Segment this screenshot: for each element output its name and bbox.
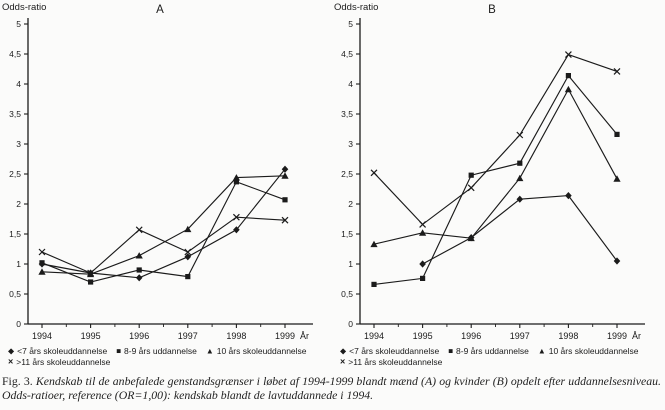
svg-text:0,5: 0,5: [9, 289, 21, 299]
svg-text:1999: 1999: [607, 331, 627, 341]
legend-item-over11: × >11 års skoleuddannelse: [8, 356, 111, 368]
svg-text:5: 5: [16, 19, 21, 29]
legend-label: 10 års skoleuddannelse: [216, 346, 307, 356]
svg-text:Odds-ratio: Odds-ratio: [334, 2, 378, 13]
svg-text:Odds-ratio: Odds-ratio: [2, 2, 46, 13]
chart-row: Odds-ratio A 0 0,5 1 1,5 2 2,5 3 3,5 4 4,5 5 1994 1995…: [0, 0, 664, 368]
svg-text:1997: 1997: [510, 331, 530, 341]
legend-row-1: ◆ <7 års skoleuddannelse ■ 8-9 års uddannel…: [340, 346, 664, 357]
legend-row-2: × >11 års skoleuddannelse: [340, 357, 664, 368]
legend-item-under7: ◆ <7 års skoleuddannelse: [8, 346, 107, 356]
svg-text:4,5: 4,5: [341, 49, 353, 59]
svg-text:3: 3: [348, 139, 353, 149]
legend-label: 8-9 års uddannelse: [456, 346, 529, 356]
svg-text:1996: 1996: [129, 331, 149, 341]
legend-label: <7 års skoleuddannelse: [349, 346, 440, 356]
legend-b: ◆ <7 års skoleuddannelse ■ 8-9 års uddannel…: [332, 344, 664, 368]
triangle-marker-icon: ▲: [205, 346, 214, 356]
legend-label: >11 års skoleuddannelse: [16, 357, 111, 367]
legend-item-10: ▲ 10 års skoleuddannelse: [538, 346, 639, 356]
svg-text:3: 3: [16, 139, 21, 149]
legend-label: >11 års skoleuddannelse: [348, 357, 443, 367]
legend-item-8-9: ■ 8-9 års uddannelse: [116, 346, 197, 356]
svg-text:1994: 1994: [32, 331, 52, 341]
figure-caption-text: Kendskab til de anbefalede genstandsgræn…: [2, 374, 662, 403]
svg-text:4: 4: [16, 79, 21, 89]
svg-text:5: 5: [348, 19, 353, 29]
svg-text:3,5: 3,5: [341, 109, 353, 119]
svg-text:1997: 1997: [178, 331, 198, 341]
svg-text:1996: 1996: [461, 331, 481, 341]
legend-label: <7 års skoleuddannelse: [17, 346, 108, 356]
svg-text:1,5: 1,5: [9, 229, 21, 239]
x-marker-icon: ×: [8, 356, 14, 367]
svg-text:1: 1: [348, 259, 353, 269]
square-marker-icon: ■: [448, 346, 454, 356]
svg-text:3,5: 3,5: [9, 109, 21, 119]
svg-text:År: År: [300, 331, 309, 341]
svg-text:1995: 1995: [81, 331, 101, 341]
svg-text:0,5: 0,5: [341, 289, 353, 299]
legend-a: ◆ <7 års skoleuddannelse ■ 8-9 års uddannel…: [0, 344, 332, 368]
svg-text:1: 1: [16, 259, 21, 269]
legend-item-over11: × >11 års skoleuddannelse: [340, 356, 443, 368]
figure-label: Fig. 3.: [2, 374, 33, 389]
svg-text:1994: 1994: [364, 331, 384, 341]
panel-b: Odds-ratio B 0 0,5 1 1,5 2 2,5 3 3,5 4 4,5 5 1994 1995…: [332, 0, 664, 368]
svg-text:0: 0: [16, 319, 21, 329]
chart-b-plot: Odds-ratio B 0 0,5 1 1,5 2 2,5 3 3,5 4 4,5 5 1994 1995…: [334, 2, 645, 341]
svg-text:1999: 1999: [275, 331, 295, 341]
legend-item-10: ▲ 10 års skoleuddannelse: [206, 346, 307, 356]
svg-text:4,5: 4,5: [9, 49, 21, 59]
square-marker-icon: ■: [116, 346, 122, 356]
x-marker-icon: ×: [340, 356, 346, 367]
svg-text:2,5: 2,5: [341, 169, 353, 179]
triangle-marker-icon: ▲: [537, 346, 546, 356]
figure-caption: Fig. 3. Kendskab til de anbefalede genst…: [2, 374, 662, 403]
diamond-marker-icon: ◆: [8, 346, 15, 356]
legend-item-8-9: ■ 8-9 års uddannelse: [448, 346, 529, 356]
chart-a-plot: Odds-ratio A 0 0,5 1 1,5 2 2,5 3 3,5 4 4,5 5 1994 1995…: [2, 2, 313, 341]
svg-text:0: 0: [348, 319, 353, 329]
svg-text:2,5: 2,5: [9, 169, 21, 179]
diamond-marker-icon: ◆: [340, 346, 347, 356]
legend-row-2: × >11 års skoleuddannelse: [8, 357, 332, 368]
svg-text:1998: 1998: [226, 331, 246, 341]
panel-a: Odds-ratio A 0 0,5 1 1,5 2 2,5 3 3,5 4 4,5 5 1994 1995…: [0, 0, 332, 368]
svg-text:År: År: [632, 331, 641, 341]
legend-label: 8-9 års uddannelse: [124, 346, 197, 356]
svg-text:1,5: 1,5: [341, 229, 353, 239]
legend-item-under7: ◆ <7 års skoleuddannelse: [340, 346, 439, 356]
svg-text:1995: 1995: [413, 331, 433, 341]
svg-text:2: 2: [348, 199, 353, 209]
svg-text:A: A: [156, 4, 164, 16]
svg-text:1998: 1998: [558, 331, 578, 341]
legend-row-1: ◆ <7 års skoleuddannelse ■ 8-9 års uddannel…: [8, 346, 332, 357]
svg-text:4: 4: [348, 79, 353, 89]
svg-text:B: B: [488, 4, 496, 16]
legend-label: 10 års skoleuddannelse: [548, 346, 639, 356]
svg-text:2: 2: [16, 199, 21, 209]
